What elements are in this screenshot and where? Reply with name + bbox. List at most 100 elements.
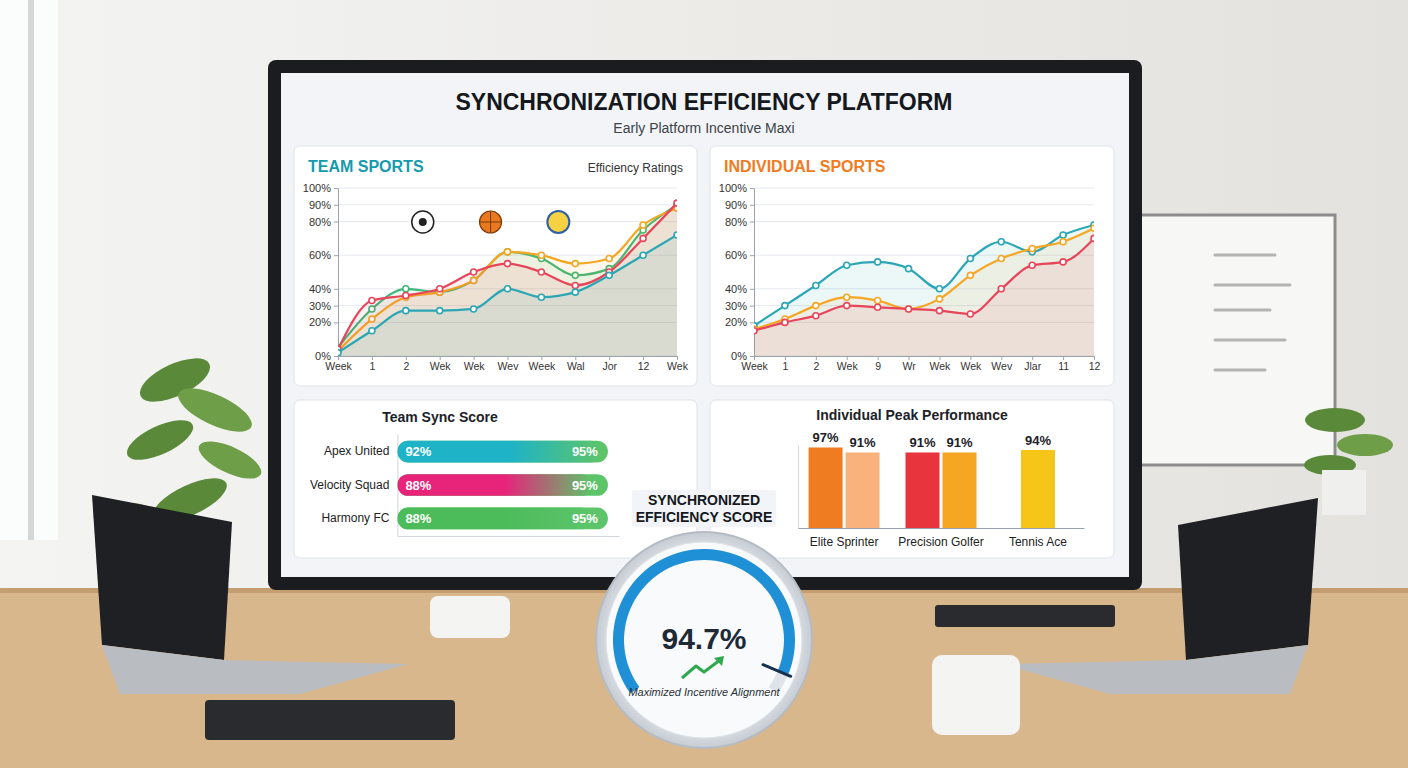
series-point [875, 304, 881, 310]
series-point [338, 350, 341, 356]
x-tick-label: 1 [369, 360, 375, 372]
series-point [875, 298, 881, 304]
gauge-face [606, 542, 802, 738]
x-tick: 9 [875, 356, 881, 372]
series-point [998, 286, 1004, 292]
wall [0, 0, 1408, 768]
y-tick-mark [750, 222, 754, 223]
x-tick: Wev [498, 356, 520, 372]
x-tick-mark [677, 356, 678, 360]
x-tick: 1 [782, 356, 788, 372]
plot-area [338, 200, 677, 356]
x-tick: Jlar [1024, 356, 1041, 372]
x-tick-label: Wr [902, 360, 916, 372]
y-tick: 20% [309, 316, 338, 328]
x-tick-mark [939, 356, 940, 360]
page-title: SYNCHRONIZATION EFFICIENCY PLATFORM [455, 89, 952, 115]
series-point [1060, 232, 1066, 238]
grid-line [754, 188, 1094, 189]
x-axis: Week12WekWekWevWeekWalJor12Wek [325, 356, 688, 372]
whiteboard-scribble [1215, 284, 1290, 287]
gauge: 94.7%Maximized Incentive Alignment [596, 532, 812, 748]
series-line [754, 238, 1094, 330]
y-tick-label: 60% [309, 249, 331, 261]
series-point [936, 296, 942, 302]
scene: SYNCHRONIZATION EFFICIENCY PLATFORM Early… [0, 0, 1408, 768]
gauge-title-line: SYNCHRONIZED [648, 492, 760, 508]
plant-leaf [1337, 434, 1393, 456]
bar [397, 441, 608, 463]
x-tick-mark [816, 356, 817, 360]
y-tick: 20% [725, 316, 754, 328]
grid [754, 188, 1094, 356]
series-point [875, 259, 881, 265]
series-point [471, 269, 477, 275]
bar [943, 452, 977, 528]
y-tick-mark [334, 356, 338, 357]
x-tick-mark [575, 356, 576, 360]
panel [294, 146, 697, 386]
y-tick-mark [750, 188, 754, 189]
trend-arrow [682, 660, 720, 678]
series-area [338, 203, 677, 356]
y-tick-label: 80% [725, 216, 747, 228]
x-axis: Week12Wek9WrWekWekWevJlar1112 [741, 356, 1100, 372]
soccer-ball-patch [419, 218, 427, 226]
x-tick-label: Week [529, 360, 556, 372]
bar [397, 508, 592, 530]
x-tick-label: Elite Sprinter [810, 535, 879, 549]
x-tick-mark [847, 356, 848, 360]
gauge-title-line: EFFICIENCY SCORE [636, 509, 773, 525]
bar [809, 447, 843, 528]
x-tick-mark [440, 356, 441, 360]
x-tick-label: Jlar [1024, 360, 1041, 372]
grid [338, 188, 677, 356]
grid-line [338, 188, 677, 189]
data-label: 92% [405, 444, 431, 459]
window-frame [28, 0, 34, 540]
y-tick-mark [750, 356, 754, 357]
bar [846, 452, 880, 528]
y-tick-label: Velocity Squad [310, 478, 389, 492]
gauge-arc [613, 549, 795, 694]
y-tick-label: Apex United [324, 444, 389, 458]
y-tick: 30% [725, 300, 754, 312]
bar [397, 508, 608, 530]
y-tick-mark [334, 205, 338, 206]
x-tick: 12 [638, 356, 650, 372]
gauge-value [613, 549, 795, 694]
axis-line [755, 356, 1095, 357]
chart-title: INDIVIDUAL SPORTS [724, 158, 886, 175]
series-point [505, 286, 511, 292]
page-subtitle: Early Platform Incentive Maxi [613, 120, 794, 136]
gauge-ring [596, 532, 812, 748]
whiteboard-scribble [1215, 369, 1265, 372]
x-tick: Jor [602, 356, 617, 372]
series-point [844, 303, 850, 309]
x-tick: Week [325, 356, 352, 372]
y-tick-mark [334, 222, 338, 223]
y-tick: Velocity Squad [310, 478, 397, 492]
y-tick: 40% [725, 283, 754, 295]
x-tick-mark [372, 356, 373, 360]
series-point [674, 232, 677, 238]
background [0, 0, 1408, 768]
series-point [1091, 225, 1094, 231]
x-tick-label: Week [741, 360, 768, 372]
x-tick: 11 [1058, 356, 1069, 372]
series-point [505, 249, 511, 255]
x-tick-mark [1001, 356, 1002, 360]
x-tick-label: Tennis Ace [1009, 535, 1067, 549]
laptop-screen [1178, 498, 1318, 660]
y-tick: 40% [309, 283, 338, 295]
plot-area [809, 447, 1055, 528]
series-point [754, 328, 757, 334]
x-tick-label: Wek [464, 360, 486, 372]
y-tick: Apex United [324, 444, 397, 458]
window [0, 0, 58, 540]
grid-line [338, 204, 677, 205]
series-point [437, 286, 443, 292]
data-label: 88% [405, 511, 431, 526]
x-tick-mark [541, 356, 542, 360]
plot-area [754, 222, 1094, 356]
